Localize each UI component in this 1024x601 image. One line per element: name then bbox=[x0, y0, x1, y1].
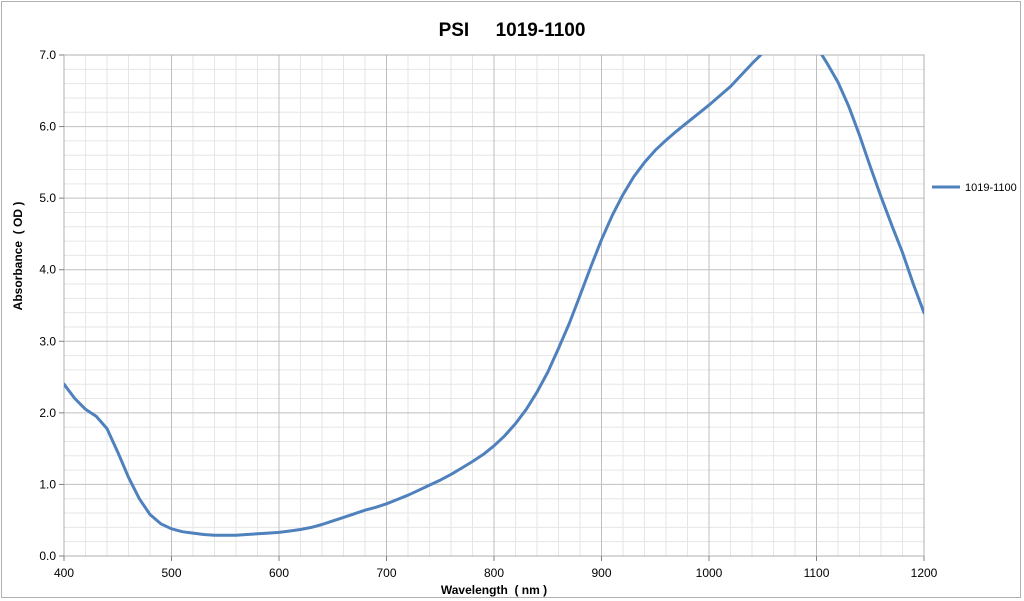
x-tick-label: 1000 bbox=[696, 566, 723, 580]
y-tick-label: 7.0 bbox=[39, 48, 56, 62]
y-axis-label: Absorbance ( OD ) bbox=[11, 202, 25, 311]
y-tick-label: 3.0 bbox=[39, 334, 56, 348]
x-tick-label: 600 bbox=[269, 566, 289, 580]
x-tick-label: 700 bbox=[376, 566, 396, 580]
x-axis-ticks: 400 500 600 700 800 900 1000 1100 1200 bbox=[54, 556, 938, 580]
chart-title: PSI 1019-1100 bbox=[439, 20, 586, 41]
x-tick-label: 1100 bbox=[804, 566, 830, 580]
series-layer bbox=[64, 55, 924, 537]
x-axis-label: Wavelength ( nm ) bbox=[441, 583, 547, 597]
y-tick-label: 6.0 bbox=[39, 120, 56, 134]
x-tick-label: 1200 bbox=[911, 566, 938, 580]
x-tick-label: 500 bbox=[161, 566, 181, 580]
legend: 1019-1100 bbox=[932, 182, 1017, 194]
y-tick-label: 2.0 bbox=[39, 406, 56, 420]
x-tick-label: 800 bbox=[484, 566, 504, 580]
y-axis-ticks: 0.0 1.0 2.0 3.0 4.0 5.0 6.0 7.0 bbox=[39, 48, 64, 563]
x-tick-label: 900 bbox=[591, 566, 611, 580]
y-tick-label: 4.0 bbox=[39, 263, 56, 277]
y-tick-label: 5.0 bbox=[39, 191, 56, 205]
series-line-1019-1100 bbox=[64, 55, 924, 537]
legend-label-1019-1100: 1019-1100 bbox=[965, 182, 1017, 194]
y-tick-label: 0.0 bbox=[39, 549, 56, 563]
x-tick-label: 400 bbox=[54, 566, 74, 580]
y-tick-label: 1.0 bbox=[39, 477, 56, 491]
